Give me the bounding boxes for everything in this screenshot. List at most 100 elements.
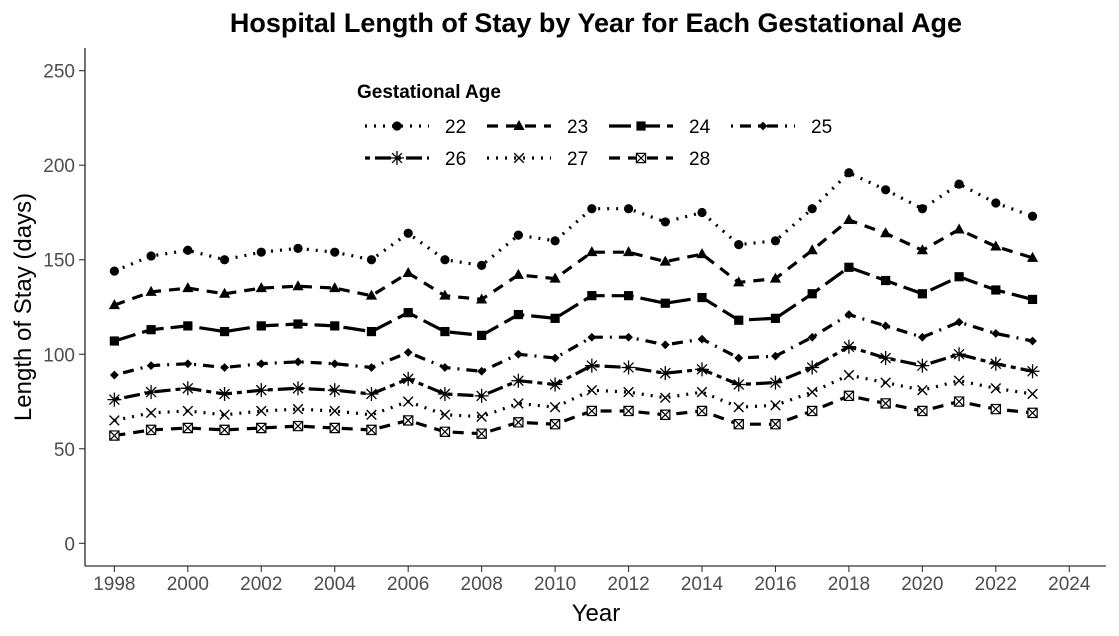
data-point-27 [659,392,671,404]
data-point-23 [843,214,855,225]
legend: Gestational Age 22 23 24 25 26 27 28 [357,82,832,170]
data-point-25 [440,363,450,372]
data-point-24 [1027,294,1038,305]
data-point-24 [770,313,781,323]
legend-marker-25 [758,121,768,131]
data-point-22 [881,185,891,195]
data-point-24 [477,330,487,340]
data-point-28 [256,422,267,434]
data-point-25 [697,334,707,344]
x-tick-label: 2006 [387,574,429,595]
data-point-26 [621,360,636,375]
data-point-25 [477,366,487,376]
data-point-23 [659,255,671,266]
data-point-22 [991,198,1001,208]
data-point-27 [586,384,598,396]
legend-item-24: 24 [609,117,711,138]
data-point-23 [769,272,782,283]
data-point-27 [255,405,267,417]
data-point-23 [586,246,598,257]
series-layer [107,168,1040,441]
data-point-27 [549,401,561,413]
data-point-26 [695,362,710,377]
data-point-26 [878,351,893,366]
data-point-25 [293,357,303,367]
data-point-25 [550,353,560,363]
series-line-22 [113,171,1034,273]
data-point-28 [586,405,598,417]
data-point-24 [293,319,303,329]
data-point-27 [696,386,708,398]
data-point-22 [734,240,744,250]
data-point-25 [330,359,340,369]
data-point-26 [548,377,563,392]
data-point-26 [144,385,159,400]
data-point-27 [476,411,487,422]
data-point-22 [1027,211,1038,221]
data-point-27 [806,386,818,398]
data-point-24 [587,291,597,301]
data-point-27 [109,415,120,426]
data-point-25 [367,363,376,372]
data-point-28 [660,409,671,420]
x-tick-label: 2018 [828,574,870,595]
data-point-23 [218,287,231,298]
data-point-28 [880,398,891,409]
data-point-24 [697,292,707,303]
data-point-28 [476,428,487,439]
data-point-22 [513,230,523,240]
legend-marker-27 [513,152,525,164]
data-point-23 [476,293,488,304]
data-point-27 [182,405,194,417]
data-point-25 [256,359,266,369]
data-point-28 [439,426,451,437]
data-point-26 [254,383,269,398]
data-point-25 [587,332,597,342]
data-point-22 [623,204,634,214]
data-point-28 [109,430,120,441]
data-point-24 [183,321,193,331]
data-point-27 [770,400,781,411]
data-point-26 [915,358,930,373]
data-point-25 [183,359,193,369]
x-tick-label: 2024 [1048,574,1091,595]
x-tick-label: 2010 [534,574,576,595]
legend-item-25: 25 [731,117,832,138]
data-point-25 [403,347,413,357]
data-point-27 [880,377,891,388]
data-point-28 [1027,407,1038,419]
data-point-24 [623,291,634,301]
data-point-27 [513,398,524,409]
data-point-28 [806,405,818,417]
data-point-27 [219,409,230,421]
data-point-27 [366,409,377,421]
data-point-25 [624,332,633,342]
data-point-23 [292,280,304,291]
data-point-26 [1025,364,1040,379]
data-point-23 [1026,251,1039,262]
series-line-27 [114,373,1033,422]
data-point-22 [366,255,377,265]
series-27 [109,369,1038,426]
data-point-28 [623,405,634,417]
data-point-26 [731,377,746,392]
data-point-24 [844,262,854,272]
series-line-24 [113,265,1033,343]
data-point-23 [145,285,157,296]
x-tick-label: 1998 [93,574,135,595]
data-point-23 [549,272,561,283]
data-point-22 [256,247,266,257]
data-point-24 [330,321,340,331]
data-point-23 [329,282,341,293]
data-point-26 [988,356,1003,371]
x-tick-label: 2014 [681,574,724,595]
legend-marker-28 [635,152,647,164]
data-point-22 [403,228,413,238]
data-point-26 [107,392,122,407]
data-point-24 [219,326,230,337]
x-tick-label: 2012 [607,574,649,595]
data-point-24 [807,289,817,299]
data-point-25 [146,361,156,371]
data-point-23 [182,282,194,293]
data-point-25 [771,351,780,361]
